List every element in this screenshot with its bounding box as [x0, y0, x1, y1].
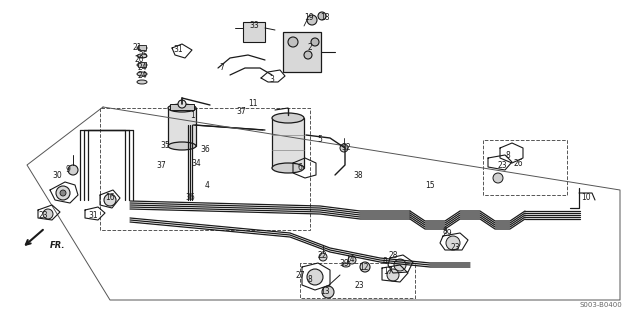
Text: 31: 31	[173, 46, 183, 55]
Bar	[283, 32, 321, 72]
Circle shape	[304, 51, 312, 59]
Circle shape	[288, 37, 298, 47]
Text: 21: 21	[132, 43, 141, 53]
Text: 10: 10	[581, 194, 591, 203]
Circle shape	[68, 165, 78, 175]
Text: 24: 24	[137, 63, 147, 71]
Text: 14: 14	[345, 256, 355, 264]
Text: 18: 18	[320, 12, 330, 21]
Text: 20: 20	[134, 55, 144, 63]
Circle shape	[307, 15, 317, 25]
Text: 8: 8	[506, 151, 510, 160]
Circle shape	[394, 259, 406, 271]
Bar	[272, 118, 304, 168]
Ellipse shape	[137, 46, 147, 50]
Text: 32: 32	[341, 144, 351, 152]
Text: 3: 3	[269, 76, 275, 85]
Bar	[138, 62, 146, 67]
Text: 31: 31	[88, 211, 98, 219]
Circle shape	[319, 253, 327, 261]
Text: 5: 5	[317, 136, 323, 145]
Ellipse shape	[272, 163, 304, 173]
Text: 35: 35	[160, 140, 170, 150]
Text: 36: 36	[185, 194, 195, 203]
Text: FR.: FR.	[50, 241, 65, 249]
Circle shape	[360, 262, 370, 272]
Text: 39: 39	[339, 258, 349, 268]
Text: 24: 24	[137, 71, 147, 80]
Circle shape	[318, 12, 326, 20]
Text: 23: 23	[497, 160, 507, 169]
Text: 37: 37	[156, 160, 166, 169]
Text: 8: 8	[443, 227, 447, 236]
Circle shape	[348, 256, 356, 264]
Text: S003-B0400: S003-B0400	[580, 302, 623, 308]
Ellipse shape	[272, 113, 304, 123]
Text: 38: 38	[353, 170, 363, 180]
Text: 9: 9	[65, 166, 70, 174]
Text: 27: 27	[295, 271, 305, 279]
Text: 17: 17	[383, 268, 393, 277]
Text: 36: 36	[200, 145, 210, 154]
Ellipse shape	[168, 104, 196, 112]
Text: 7: 7	[220, 63, 225, 72]
Circle shape	[43, 209, 53, 219]
Bar	[168, 108, 196, 146]
Bar	[170, 104, 194, 110]
Text: 34: 34	[191, 159, 201, 167]
Text: 23: 23	[38, 211, 48, 220]
Ellipse shape	[137, 80, 147, 84]
Ellipse shape	[137, 72, 147, 76]
Circle shape	[446, 236, 460, 250]
Circle shape	[56, 186, 70, 200]
Text: 28: 28	[388, 250, 397, 259]
Text: 12: 12	[359, 263, 369, 271]
Text: 29: 29	[442, 228, 452, 238]
Ellipse shape	[342, 263, 350, 267]
Text: 19: 19	[304, 13, 314, 23]
Circle shape	[307, 269, 323, 285]
Text: 23: 23	[354, 280, 364, 290]
Text: 30: 30	[52, 170, 62, 180]
Text: 26: 26	[513, 159, 523, 167]
Text: 16: 16	[105, 192, 115, 202]
Text: 2: 2	[308, 43, 312, 53]
Text: 25: 25	[138, 51, 148, 61]
Circle shape	[311, 38, 319, 46]
Text: 22: 22	[317, 250, 327, 259]
Bar	[138, 45, 146, 50]
Ellipse shape	[137, 54, 147, 58]
Ellipse shape	[168, 142, 196, 150]
Circle shape	[178, 100, 186, 108]
Text: 4: 4	[205, 181, 209, 189]
Text: 6: 6	[298, 162, 303, 172]
Circle shape	[104, 194, 116, 206]
Text: 13: 13	[320, 287, 330, 296]
Text: 33: 33	[249, 20, 259, 29]
Text: 8: 8	[308, 276, 312, 285]
Circle shape	[387, 269, 399, 281]
Text: 1: 1	[191, 110, 195, 120]
Text: 23: 23	[450, 243, 460, 253]
Text: 15: 15	[425, 181, 435, 189]
Circle shape	[340, 144, 348, 152]
Circle shape	[322, 286, 334, 298]
Text: 37: 37	[236, 108, 246, 116]
Ellipse shape	[137, 63, 147, 67]
Circle shape	[60, 190, 66, 196]
Bar	[243, 22, 265, 42]
Circle shape	[493, 173, 503, 183]
Text: 11: 11	[248, 99, 258, 108]
Text: 8: 8	[383, 257, 387, 266]
